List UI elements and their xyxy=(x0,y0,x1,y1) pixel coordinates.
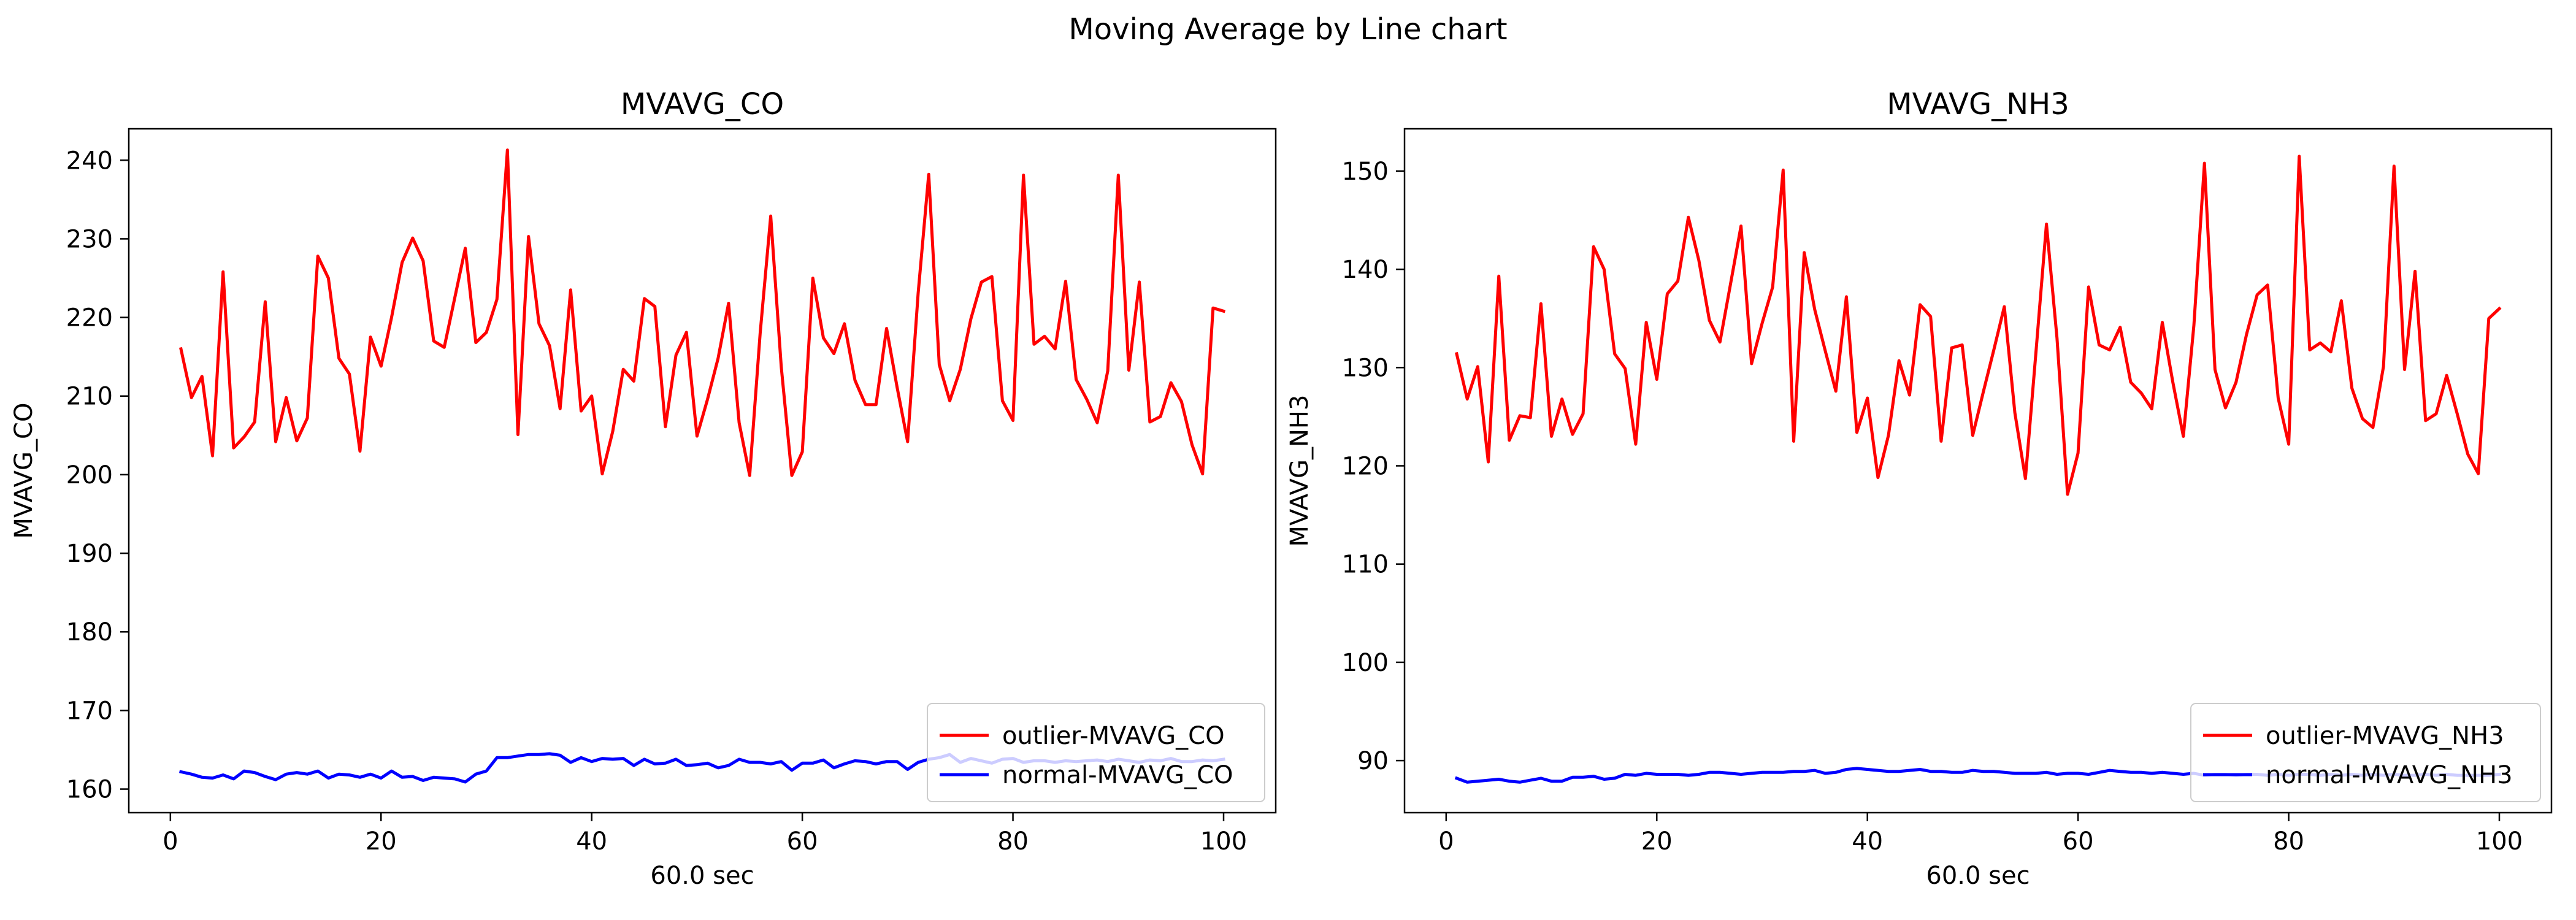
x-tick-label: 0 xyxy=(163,827,178,856)
y-tick-label: 240 xyxy=(66,147,113,175)
y-axis-label: MVAVG_NH3 xyxy=(1286,395,1314,547)
y-tick-label: 140 xyxy=(1342,256,1389,284)
y-tick-label: 230 xyxy=(66,225,113,253)
legend-box xyxy=(927,703,1265,802)
series-line-outlier-MVAVG_CO xyxy=(179,148,1226,477)
y-tick-label: 150 xyxy=(1342,158,1389,186)
x-tick-label: 60 xyxy=(2063,827,2094,856)
x-tick-label: 60 xyxy=(787,827,818,856)
x-tick-label: 100 xyxy=(2476,827,2523,856)
axes-frame xyxy=(1403,128,2553,814)
x-axis-label: 60.0 sec xyxy=(1926,862,2030,890)
x-axis-label: 60.0 sec xyxy=(650,862,754,890)
legend-box xyxy=(2190,703,2541,802)
y-tick-label: 130 xyxy=(1342,354,1389,382)
legend-label: outlier-MVAVG_CO xyxy=(1002,722,1225,750)
x-tick-label: 40 xyxy=(1852,827,1883,856)
y-tick-label: 190 xyxy=(66,540,113,568)
x-tick-label: 20 xyxy=(366,827,397,856)
chart-title: MVAVG_NH3 xyxy=(1887,87,2069,121)
legend: outlier-MVAVG_NH3 normal-MVAVG_NH3 xyxy=(2190,703,2541,802)
x-tick-label: 100 xyxy=(1200,827,1247,856)
y-tick-label: 170 xyxy=(66,697,113,725)
y-tick-label: 160 xyxy=(66,776,113,804)
y-tick-label: 210 xyxy=(66,383,113,411)
x-tick-label: 0 xyxy=(1438,827,1454,856)
chart-mvavg-nh3: MVAVG_NH3 0 20 40 60 80 100 90 100 110 120 130 140 15… xyxy=(1286,87,2553,890)
y-axis-label: MVAVG_CO xyxy=(10,403,38,539)
x-tick-label: 40 xyxy=(576,827,607,856)
y-tick-label: 110 xyxy=(1342,551,1389,579)
legend-label: normal-MVAVG_CO xyxy=(1002,761,1233,789)
x-tick-label: 80 xyxy=(2273,827,2304,856)
y-tick-label: 220 xyxy=(66,304,113,332)
axes-frame xyxy=(128,128,1277,814)
legend-label: outlier-MVAVG_NH3 xyxy=(2266,722,2504,750)
y-tick-label: 90 xyxy=(1357,747,1389,775)
chart-panels: MVAVG_CO0 20 40 60 80 10016017018019020021022… xyxy=(10,87,2553,890)
chart-title: MVAVG_CO xyxy=(621,87,784,121)
x-tick-label: 80 xyxy=(997,827,1029,856)
y-tick-label: 100 xyxy=(1342,649,1389,677)
y-tick-label: 180 xyxy=(66,618,113,646)
figure-suptitle: Moving Average by Line chart xyxy=(1068,12,1507,47)
y-tick-label: 200 xyxy=(66,461,113,489)
y-tick-label: 120 xyxy=(1342,452,1389,480)
legend-label: normal-MVAVG_NH3 xyxy=(2266,761,2513,789)
x-tick-label: 20 xyxy=(1641,827,1673,856)
series-line-outlier-MVAVG_NH3 xyxy=(1454,155,2502,496)
chart-mvavg-co: MVAVG_CO 0 20 40 60 80 100 160 170 180 190 200 210 22… xyxy=(10,87,1277,890)
legend: outlier-MVAVG_CO normal-MVAVG_CO xyxy=(927,703,1265,802)
